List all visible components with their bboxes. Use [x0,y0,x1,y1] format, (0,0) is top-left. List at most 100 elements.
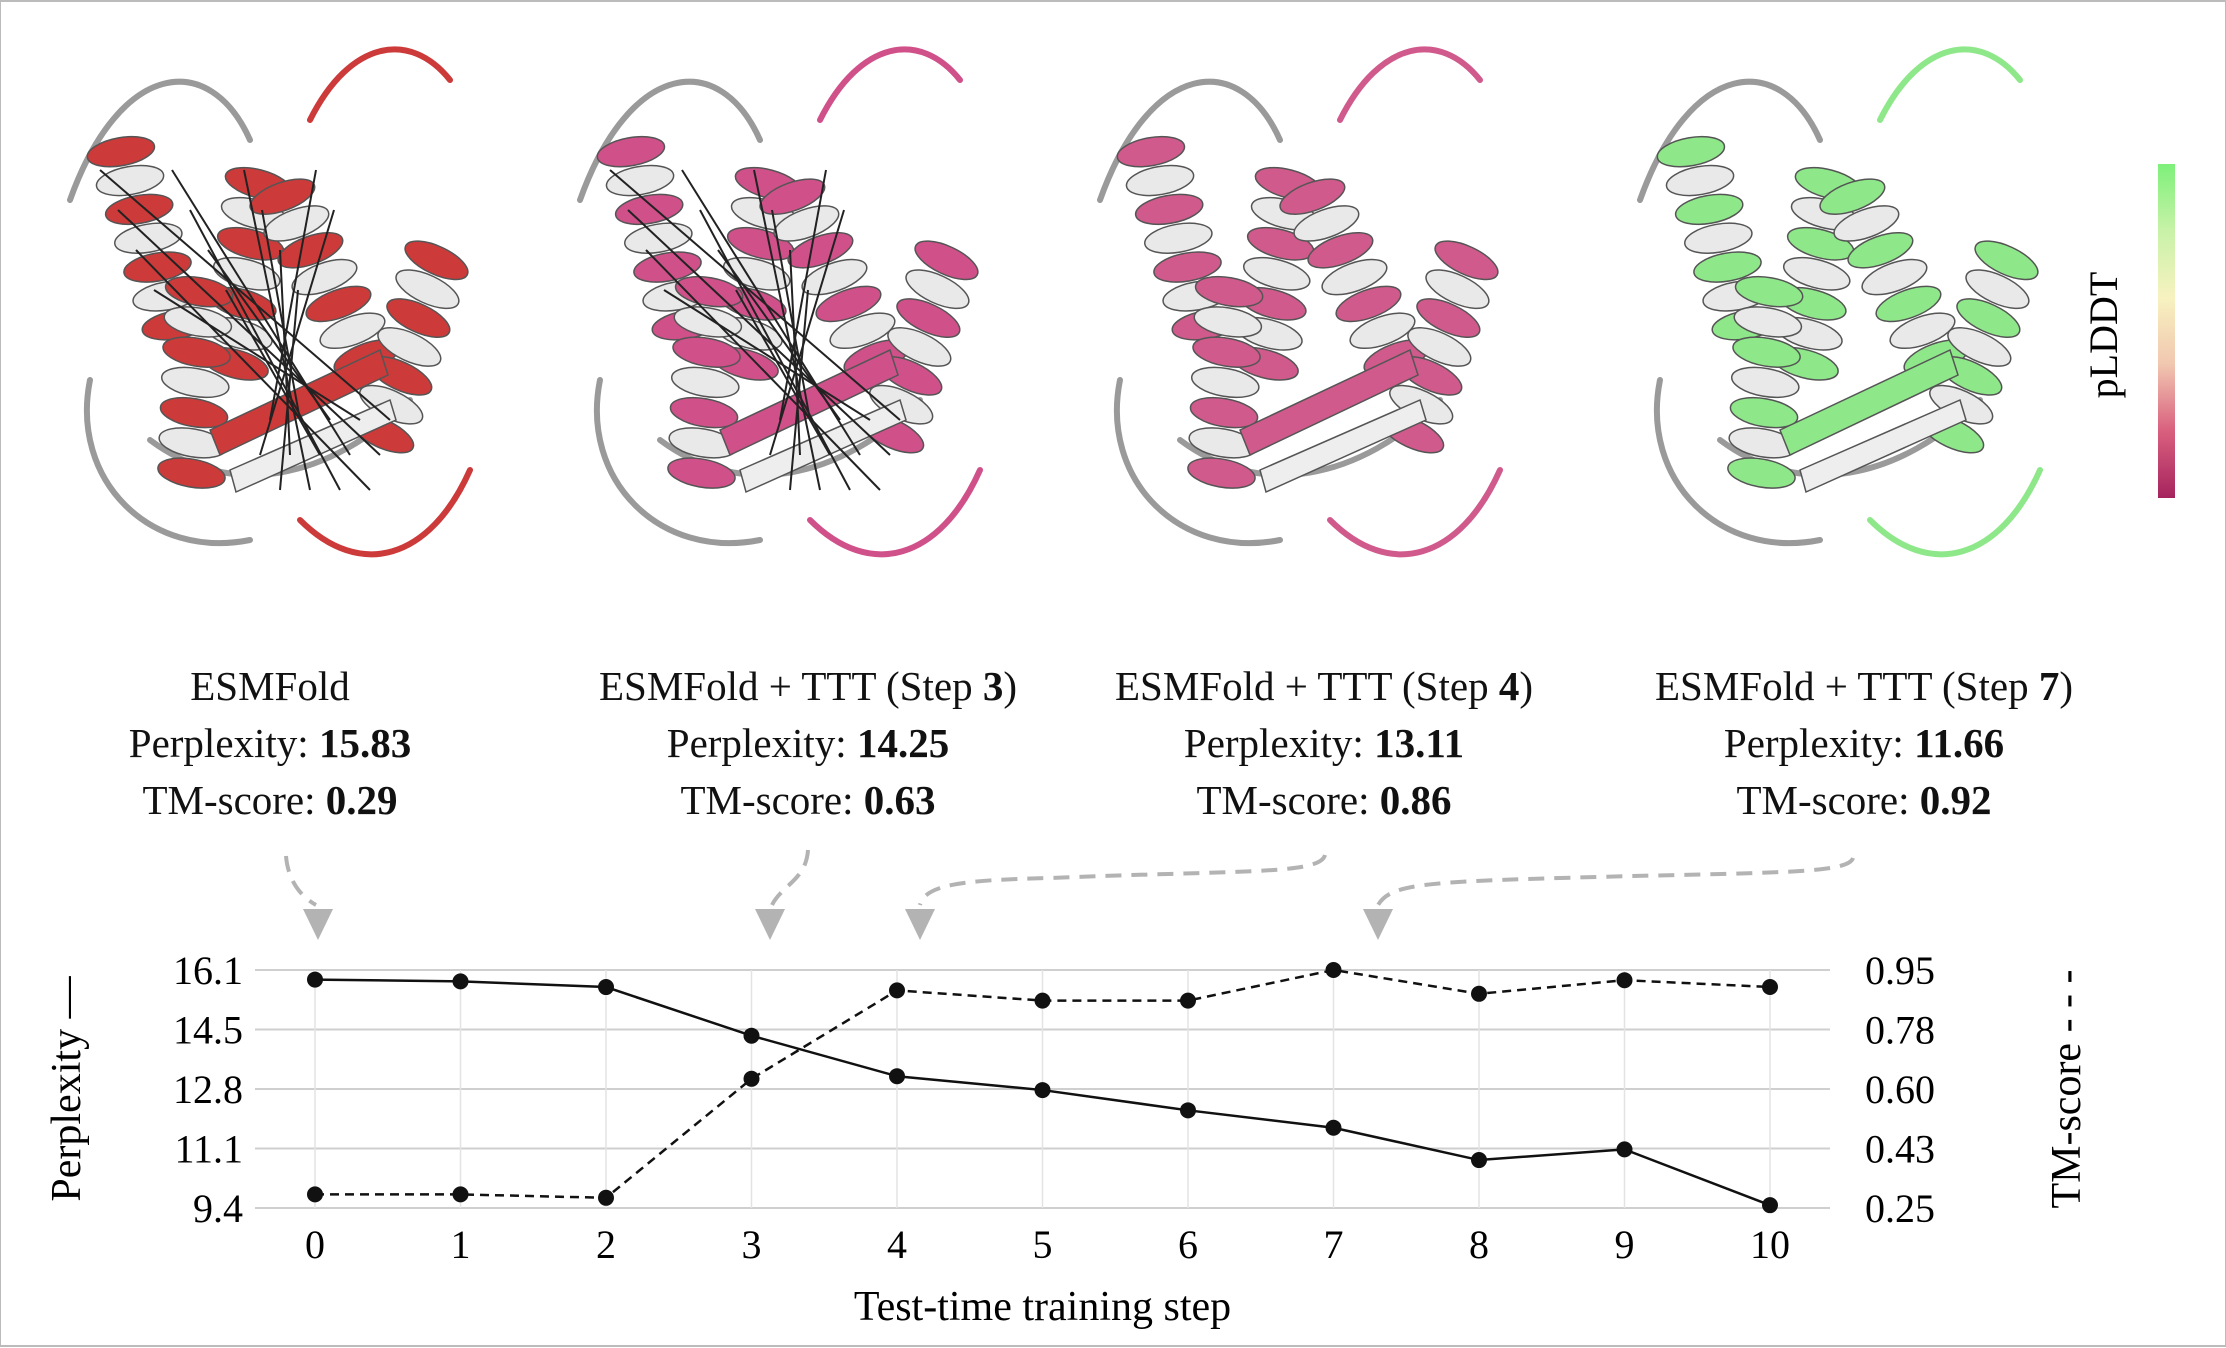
protein-helix-turn [1693,251,1762,283]
arrow-step7 [1376,857,1855,907]
protein-helix-turn [896,298,961,338]
protein-helix-turn [614,193,684,226]
protein-helix-turn [1187,457,1256,489]
protein-structure-3 [1637,46,2043,558]
arrowhead-step7 [1363,909,1393,940]
left-y-axis-label: Perplexity — [44,975,90,1201]
protein-helix-turn [1242,256,1311,291]
arrow-step4 [918,854,1327,906]
data-point-tm-score [1325,962,1342,978]
protein-helix-turn [670,366,740,399]
protein-helix-turn [319,312,386,350]
protein-helix-turn [1956,298,2021,338]
x-tick-label: 0 [305,1222,325,1267]
protein-helix-turn [787,231,854,269]
right-y-axis-label: TM-score - - - [2044,969,2090,1208]
protein-helix-turn [1335,285,1402,323]
protein-helix-turn [95,164,165,197]
arrow-heads [303,909,1393,940]
protein-contact-line [207,249,331,421]
protein-loop [297,467,473,558]
protein-helix-turn [801,258,868,296]
caption-tmscore: TM-score: 0.29 [142,777,398,823]
data-point-perplexity [1180,1102,1196,1119]
protein-helix-turn [277,231,344,269]
protein-helix-turn [815,285,882,323]
protein-helix-turn [1730,366,1800,399]
x-tick-label: 3 [742,1222,762,1267]
protein-sheet [719,348,899,457]
protein-helix-turn [159,396,229,429]
protein-helix-turn [596,135,666,168]
protein-helix-turn [1134,193,1204,226]
caption-perplexity: Perplexity: 13.11 [1183,720,1465,766]
protein-helix-turn [759,178,826,215]
protein-helix-turn [1734,275,1804,308]
protein-structure-0 [67,46,473,558]
arrow-step0 [284,855,318,907]
caption-perplexity: Perplexity: 14.25 [666,720,950,766]
plddt-colorbar [2158,164,2175,498]
x-tick-label: 9 [1615,1222,1635,1267]
data-point-perplexity [889,1068,905,1085]
protein-contact-line [243,169,311,491]
protein-contact-line [269,169,317,421]
protein-helix-turn [1947,327,2012,367]
protein-helix-turn [162,336,231,368]
x-axis-label: Test-time training step [854,1284,1231,1330]
left-tick-label: 9.4 [193,1186,243,1231]
caption-panel-7: ESMFold + TTT (Step 7) Perplexity: 11.66… [1604,658,2124,829]
protein-helix-turn [1665,164,1735,197]
data-point-tm-score [743,1070,760,1087]
caption-panel-0: ESMFold Perplexity: 15.83 TM-score: 0.29 [10,658,530,829]
x-tick-label: 1 [451,1222,471,1267]
arrow-step3 [770,849,810,906]
protein-helix-turn [633,251,702,283]
data-point-perplexity [1616,1141,1633,1158]
protein-helix-turn [291,258,358,296]
protein-helix-turn [123,251,192,283]
protein-contact-line [261,209,301,421]
plddt-label: pLDDT [2081,272,2126,399]
data-point-perplexity [1325,1119,1342,1136]
data-point-tm-score [1616,972,1633,989]
protein-helix-turn [1194,275,1264,308]
protein-contact-line [789,249,801,456]
protein-loop [593,377,763,547]
protein-helix-turn [905,269,970,310]
protein-contact-line [699,209,851,491]
data-point-perplexity [598,979,614,996]
protein-helix-turn [1434,240,1499,281]
protein-contact-line [135,249,371,491]
left-tick-label: 16.1 [173,948,243,993]
arrowhead-step0 [303,909,333,940]
protein-contact-line [753,169,821,491]
protein-helix-turn [1407,327,1472,367]
protein-loop [807,467,983,558]
protein-helix-turn [674,275,744,308]
data-point-tm-score [452,1186,469,1203]
right-tick-label: 0.95 [1865,948,1935,993]
protein-helix-turn [914,240,979,281]
protein-helix-turn [263,205,330,242]
caption-title: ESMFold + TTT (Step 7) [1655,663,2073,709]
data-point-perplexity [452,973,469,990]
caption-title: ESMFold [190,663,350,709]
caption-perplexity: Perplexity: 15.83 [128,720,412,766]
protein-sheet [1259,398,1427,494]
protein-helix-turn [1425,269,1490,310]
protein-helix-turn [1833,205,1900,242]
x-tick-label: 2 [596,1222,616,1267]
protein-contact-line [717,249,841,421]
protein-contact-line [189,209,341,491]
caption-tmscore: TM-score: 0.86 [1196,777,1452,823]
data-point-tm-score [1180,992,1196,1009]
protein-helix-turn [249,178,316,215]
protein-helix-turn [1861,258,1928,296]
protein-helix-turn [667,457,736,489]
protein-contact-line [259,209,335,456]
data-point-perplexity [1471,1152,1487,1169]
protein-contact-line [225,289,321,456]
protein-sheet [1239,348,1419,457]
